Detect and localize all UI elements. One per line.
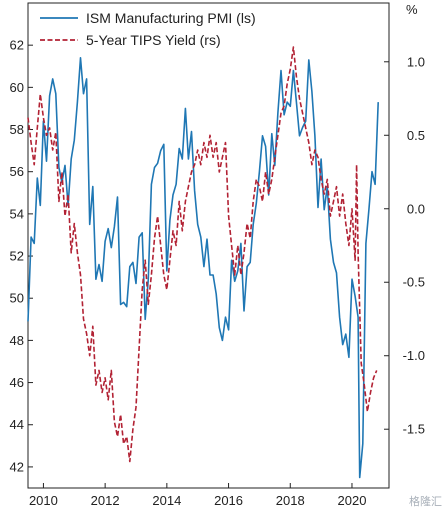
left-tick-label: 62: [10, 38, 24, 53]
legend-label: 5-Year TIPS Yield (rs): [86, 32, 221, 48]
x-tick-label: 2012: [91, 493, 120, 508]
plot-frame: [27, 2, 390, 489]
legend-label: ISM Manufacturing PMI (ls): [86, 10, 256, 26]
right-tick-label: -0.5: [403, 275, 425, 290]
right-tick-label: 0.5: [407, 128, 425, 143]
ism-pmi-line: [27, 57, 379, 479]
left-tick-label: 44: [10, 417, 24, 432]
x-tick-label: 2020: [338, 493, 367, 508]
series-lines: [27, 46, 379, 479]
right-axis-unit: %: [406, 2, 418, 17]
right-tick-label: -1.0: [403, 348, 425, 363]
x-tick-label: 2018: [276, 493, 305, 508]
left-axis-ticks: 42 44 46 48 50 52 54 56 58 60 62: [10, 38, 33, 474]
left-tick-label: 56: [10, 164, 24, 179]
left-tick-label: 58: [10, 122, 24, 137]
x-tick-label: 2014: [152, 493, 181, 508]
x-tick-label: 2016: [214, 493, 243, 508]
tips-yield-line: [27, 46, 378, 463]
left-tick-label: 60: [10, 80, 24, 95]
right-axis-ticks: 1.0 0.5 0.0 -0.5 -1.0 -1.5: [384, 54, 425, 437]
left-tick-label: 48: [10, 333, 24, 348]
right-tick-label: 1.0: [407, 54, 425, 69]
left-tick-label: 50: [10, 291, 24, 306]
legend: ISM Manufacturing PMI (ls) 5-Year TIPS Yi…: [40, 10, 256, 48]
left-tick-label: 46: [10, 375, 24, 390]
x-axis-ticks: 2010 2012 2014 2016 2018 2020: [29, 483, 366, 508]
right-tick-label: 0.0: [407, 201, 425, 216]
left-tick-label: 52: [10, 249, 24, 264]
watermark-text: 格隆汇: [409, 495, 442, 508]
left-tick-label: 42: [10, 459, 24, 474]
left-tick-label: 54: [10, 206, 24, 221]
right-tick-label: -1.5: [403, 422, 425, 437]
x-tick-label: 2010: [29, 493, 58, 508]
